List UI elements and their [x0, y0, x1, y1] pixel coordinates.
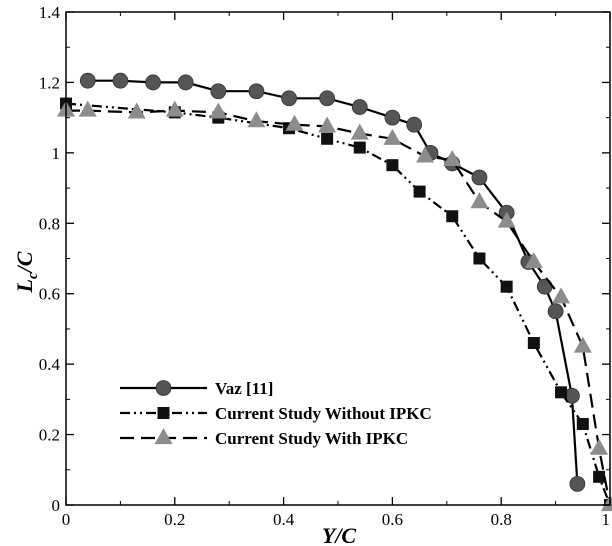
y-axis-title-subscript: c [25, 272, 41, 279]
legend-marker-0 [155, 380, 172, 396]
series-2-point-2 [127, 102, 146, 119]
y-tick-label-1: 0.2 [39, 426, 60, 445]
x-tick-label-5: 1 [602, 510, 611, 529]
series-2-point-14 [524, 252, 543, 269]
series-2-point-6 [285, 114, 304, 131]
series-2-point-8 [350, 123, 369, 140]
series-1-point-9 [473, 252, 486, 265]
series-1-point-10 [500, 280, 513, 293]
axis-ticks: 0 0.2 0.4 0.6 0.8 1 0 0.2 0.4 0.6 0.8 1 1.2 1.4 [39, 3, 611, 529]
series-1-point-12 [555, 386, 568, 399]
legend-entry-0: Vaz [11] [120, 379, 273, 398]
series-2-point-13 [497, 211, 516, 228]
series-1-point-11 [527, 337, 540, 350]
series-1-point-4 [321, 132, 334, 145]
series-1 [60, 97, 612, 511]
series-0-point-1 [112, 72, 129, 89]
y-tick-label-4: 0.8 [39, 214, 60, 233]
x-tick-label-1: 0.2 [164, 510, 185, 529]
y-axis-title-tail: /C [12, 251, 37, 274]
series-1-point-8 [446, 210, 459, 223]
x-tick-label-0: 0 [62, 510, 71, 529]
y-axis-title-main: L [12, 279, 37, 293]
series-0-point-8 [351, 99, 368, 115]
series-2 [57, 100, 612, 512]
series-2-point-11 [443, 149, 462, 166]
y-axis-title: Lc/C [12, 251, 41, 293]
series-0-point-0 [79, 72, 96, 89]
series-0-point-13 [471, 169, 488, 186]
series-0-point-10 [406, 116, 423, 133]
legend-label-2: Current Study With IPKC [215, 429, 408, 448]
series-2-point-9 [383, 128, 402, 145]
series-0-point-4 [210, 83, 227, 100]
series-0-point-3 [177, 74, 194, 91]
x-tick-label-2: 0.4 [273, 510, 295, 529]
series-0-point-6 [281, 90, 297, 107]
series-0-point-19 [569, 475, 586, 492]
x-axis-title: Y/C [322, 523, 357, 546]
legend-label-0: Vaz [11] [215, 379, 273, 398]
series-1-point-14 [593, 470, 606, 483]
series-1-point-5 [353, 141, 366, 154]
x-tick-label-4: 0.8 [491, 510, 512, 529]
series-0-point-5 [248, 83, 265, 100]
series-1-point-13 [576, 418, 589, 431]
legend-marker-1 [157, 407, 170, 419]
legend: Vaz [11] Current Study Without IPKC Curren… [120, 379, 432, 448]
y-tick-label-2: 0.4 [39, 355, 61, 374]
legend-entry-1: Current Study Without IPKC [120, 404, 432, 423]
series-0-point-9 [384, 109, 401, 126]
series-2-point-16 [573, 336, 592, 353]
plot-marks [57, 72, 612, 512]
series-2-point-3 [165, 100, 184, 117]
series-2-point-5 [247, 111, 266, 128]
series-2-point-15 [552, 287, 571, 304]
series-2-point-4 [209, 102, 228, 119]
legend-marker-2 [154, 428, 173, 445]
y-tick-label-0: 0 [52, 496, 61, 515]
series-2-point-17 [590, 438, 609, 455]
y-tick-label-6: 1.2 [39, 73, 60, 92]
series-2-point-10 [416, 146, 435, 163]
y-tick-label-5: 1 [52, 144, 61, 163]
y-tick-label-3: 0.6 [39, 285, 60, 304]
y-tick-label-7: 1.4 [39, 3, 61, 22]
series-0-point-2 [145, 74, 161, 91]
series-1-point-6 [386, 159, 399, 172]
legend-label-1: Current Study Without IPKC [215, 404, 432, 423]
series-2-point-12 [470, 192, 489, 209]
x-tick-label-3: 0.6 [382, 510, 403, 529]
legend-entry-2: Current Study With IPKC [120, 428, 408, 448]
series-1-point-7 [413, 185, 426, 198]
series-0-point-17 [547, 303, 564, 320]
series-2-point-1 [78, 100, 97, 117]
series-0-point-7 [319, 90, 336, 107]
series-2-point-7 [318, 116, 337, 133]
